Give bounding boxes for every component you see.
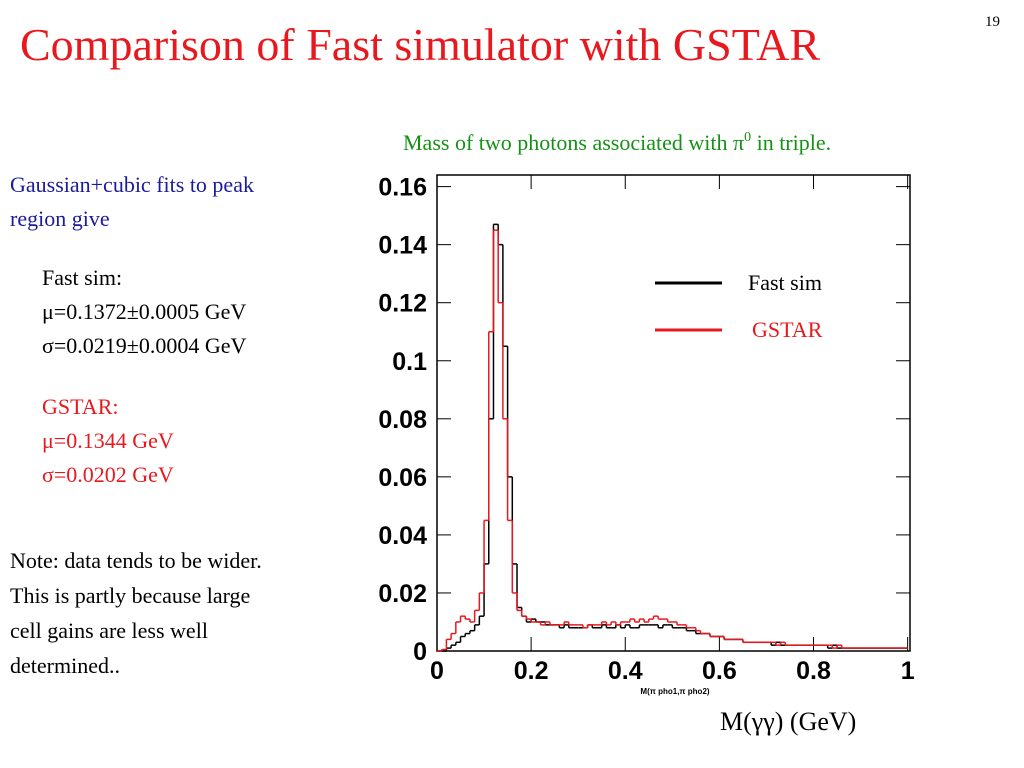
x-tick-label: 0.6 — [702, 657, 737, 685]
x-tick-label: 0.8 — [796, 657, 831, 685]
x-axis-label: M(π pho1,π pho2) — [640, 687, 709, 696]
note: determined.. — [10, 653, 120, 678]
chart-title: Mass of two photons associated with π0 i… — [403, 130, 831, 155]
fast-fit: μ=0.1372±0.0005 GeV — [42, 299, 246, 324]
legend-label: GSTAR — [752, 317, 823, 342]
chart-title-sup: 0 — [744, 130, 751, 145]
gstar-fit: GSTAR: — [42, 394, 118, 419]
y-tick-label: 0.02 — [378, 580, 427, 608]
y-tick-label: 0.12 — [378, 290, 427, 318]
page-number: 19 — [985, 14, 1000, 30]
chart-title-text: Mass of two photons associated with π — [403, 130, 744, 155]
x-tick-label: 0 — [430, 657, 444, 685]
gstar-fit: μ=0.1344 GeV — [42, 428, 174, 453]
note: Note: data tends to be wider. — [10, 548, 262, 573]
y-tick-label: 0.16 — [378, 174, 427, 202]
note: This is partly because large — [10, 583, 250, 608]
y-tick-label: 0.1 — [392, 348, 427, 376]
chart-title-rest: in triple. — [751, 130, 831, 155]
x-tick-label: 0.2 — [514, 657, 549, 685]
y-tick-label: 0.08 — [378, 406, 427, 434]
fit-intro: Gaussian+cubic fits to peak — [10, 172, 254, 197]
x-tick-label: 1 — [901, 657, 915, 685]
fast-fit: σ=0.0219±0.0004 GeV — [42, 333, 246, 358]
plot-frame — [436, 174, 911, 652]
y-tick-label: 0.14 — [378, 232, 427, 260]
fast-fit: Fast sim: — [42, 265, 122, 290]
gstar-fit: σ=0.0202 GeV — [42, 462, 174, 487]
x-tick-label: 0.4 — [608, 657, 643, 685]
y-tick-label: 0 — [413, 638, 427, 666]
y-tick-label: 0.04 — [378, 522, 427, 550]
fit-intro: region give — [10, 206, 110, 231]
x-unit-label: M(γγ) (GeV) — [720, 707, 856, 736]
slide-title: Comparison of Fast simulator with GSTAR — [20, 19, 820, 70]
legend-label: Fast sim — [748, 270, 822, 295]
y-tick-label: 0.06 — [378, 464, 427, 492]
note: cell gains are less well — [10, 618, 208, 643]
